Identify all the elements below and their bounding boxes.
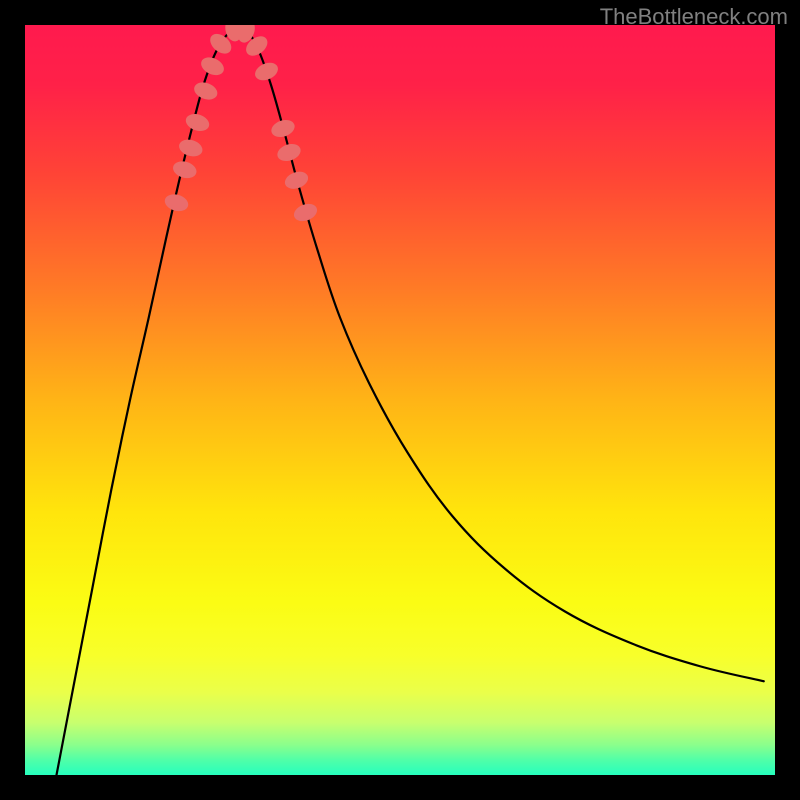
watermark-text: TheBottleneck.com (600, 4, 788, 30)
chart-svg (25, 25, 775, 775)
chart-plot-area (25, 25, 775, 775)
gradient-background (25, 25, 775, 775)
